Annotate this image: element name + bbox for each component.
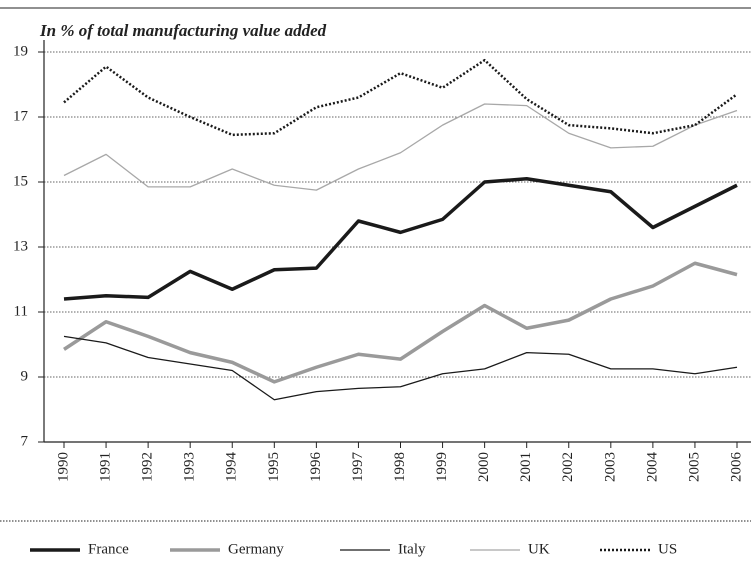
x-tick-label: 2003: [602, 452, 618, 482]
series-line: [63, 261, 738, 384]
y-tick-label: 19: [13, 43, 28, 59]
x-tick-label: 1998: [392, 452, 408, 482]
x-tick-label: 1999: [434, 452, 450, 482]
legend-label: UK: [528, 541, 550, 557]
x-tick-label: 1995: [266, 452, 282, 482]
legend-label: US: [658, 541, 677, 557]
x-tick-label: 2004: [644, 452, 660, 483]
x-tick-label: 1993: [182, 452, 198, 482]
y-tick-label: 13: [13, 238, 28, 254]
x-tick-label: 2002: [560, 452, 576, 482]
x-tick-label: 1992: [140, 452, 156, 482]
x-tick-label: 1991: [98, 452, 114, 482]
chart-title: In % of total manufacturing value added: [39, 21, 327, 40]
series-line: [63, 58, 738, 137]
x-tick-label: 1996: [308, 452, 324, 483]
x-tick-label: 1994: [224, 452, 240, 483]
y-tick-label: 7: [21, 433, 29, 449]
x-tick-label: 2005: [686, 452, 702, 482]
legend-label: Italy: [398, 541, 426, 557]
x-tick-label: 2006: [728, 452, 744, 483]
y-tick-label: 17: [13, 108, 29, 124]
x-tick-label: 2001: [518, 452, 534, 482]
series-line: [63, 103, 738, 191]
y-tick-label: 11: [14, 303, 28, 319]
x-tick-label: 2000: [476, 452, 492, 482]
legend-label: Germany: [228, 541, 284, 557]
y-tick-label: 9: [21, 368, 29, 384]
x-tick-label: 1990: [55, 452, 71, 482]
legend-label: France: [88, 541, 129, 557]
x-tick-label: 1997: [350, 452, 366, 483]
y-tick-label: 15: [13, 173, 28, 189]
series-line: [63, 335, 738, 401]
series-line: [63, 177, 738, 301]
